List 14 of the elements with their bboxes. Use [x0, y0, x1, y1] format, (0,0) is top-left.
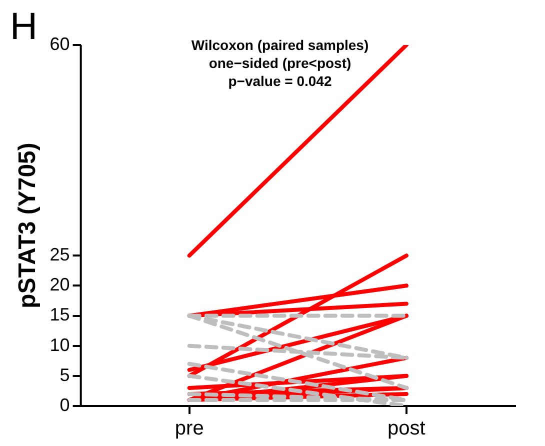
x-tick-label: pre	[174, 418, 204, 440]
y-tick-label: 5	[60, 364, 70, 385]
y-axis-title: pSTAT3 (Y705)	[14, 142, 42, 308]
y-tick-label: 15	[50, 304, 70, 325]
chart-title: Wilcoxon (paired samples)	[190, 36, 370, 54]
x-tick-label: post	[388, 418, 426, 440]
annotation: p−value = 0.042	[227, 72, 333, 90]
text: H	[10, 6, 38, 49]
y-tick-label: 25	[50, 244, 70, 265]
y-tick-label: 10	[50, 334, 70, 355]
text: one−sided (pre<post)	[208, 54, 352, 72]
y-tick-label: 20	[50, 274, 70, 295]
y-tick-label: 60	[50, 34, 70, 54]
y-tick-label: 0	[60, 394, 70, 415]
